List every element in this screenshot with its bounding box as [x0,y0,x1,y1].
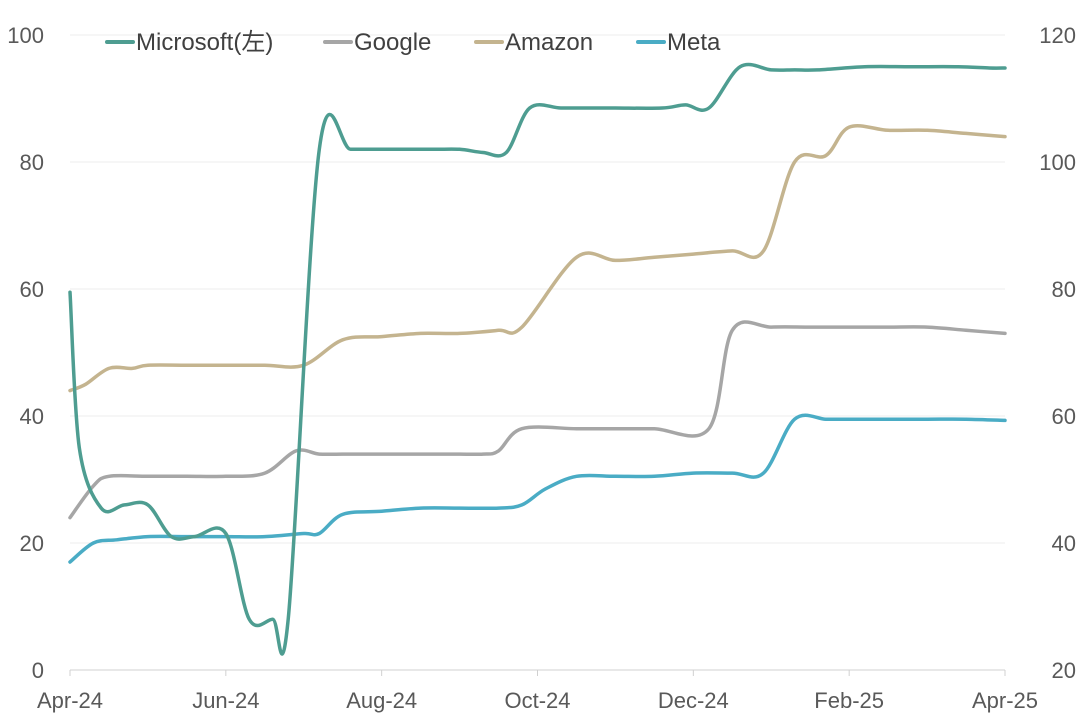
legend-label: Microsoft(左) [136,29,273,56]
x-axis: Apr-24 Jun-24 Aug-24 Oct-24 Dec-24 Feb-25 Apr-… [37,669,1038,713]
legend-label: Amazon [505,29,593,56]
series-line-google [68,320,1007,520]
y-right-tick-label: 20 [1052,658,1076,683]
y-right-tick-label: 100 [1039,150,1076,175]
series-line-amazon [68,123,1007,393]
x-tick-label: Oct-24 [504,688,570,713]
y-left-tick-label: 40 [20,404,44,429]
y-left-tick-label: 80 [20,150,44,175]
legend: Microsoft(左) Google Amazon Meta [105,29,721,56]
legend-item-microsoft: Microsoft(左) [105,29,273,56]
x-tick-label: Apr-24 [37,688,103,713]
y-right-tick-label: 60 [1052,404,1076,429]
grid-lines [70,34,1005,671]
series-line-microsoft [68,62,1007,656]
legend-item-google: Google [323,29,431,56]
x-tick-label: Apr-25 [972,688,1038,713]
y-right-tick-label: 40 [1052,531,1076,556]
x-tick-label: Jun-24 [192,688,259,713]
y-left-tick-label: 20 [20,531,44,556]
legend-item-meta: Meta [636,29,721,56]
y-right-tick-label: 120 [1039,23,1076,48]
series-line-meta [68,413,1007,564]
x-tick-label: Aug-24 [346,688,417,713]
y-right-tick-label: 80 [1052,277,1076,302]
y-left-tick-label: 0 [32,658,44,683]
x-tick-label: Feb-25 [814,688,884,713]
x-tick-label: Dec-24 [658,688,729,713]
y-axis-right: 20 40 60 80 100 120 [1039,23,1076,683]
y-axis-left: 0 20 40 60 80 100 [7,23,44,683]
legend-label: Google [354,29,431,56]
legend-label: Meta [667,29,721,56]
y-left-tick-label: 100 [7,23,44,48]
series-lines [68,62,1007,656]
y-left-tick-label: 60 [20,277,44,302]
legend-item-amazon: Amazon [474,29,593,56]
